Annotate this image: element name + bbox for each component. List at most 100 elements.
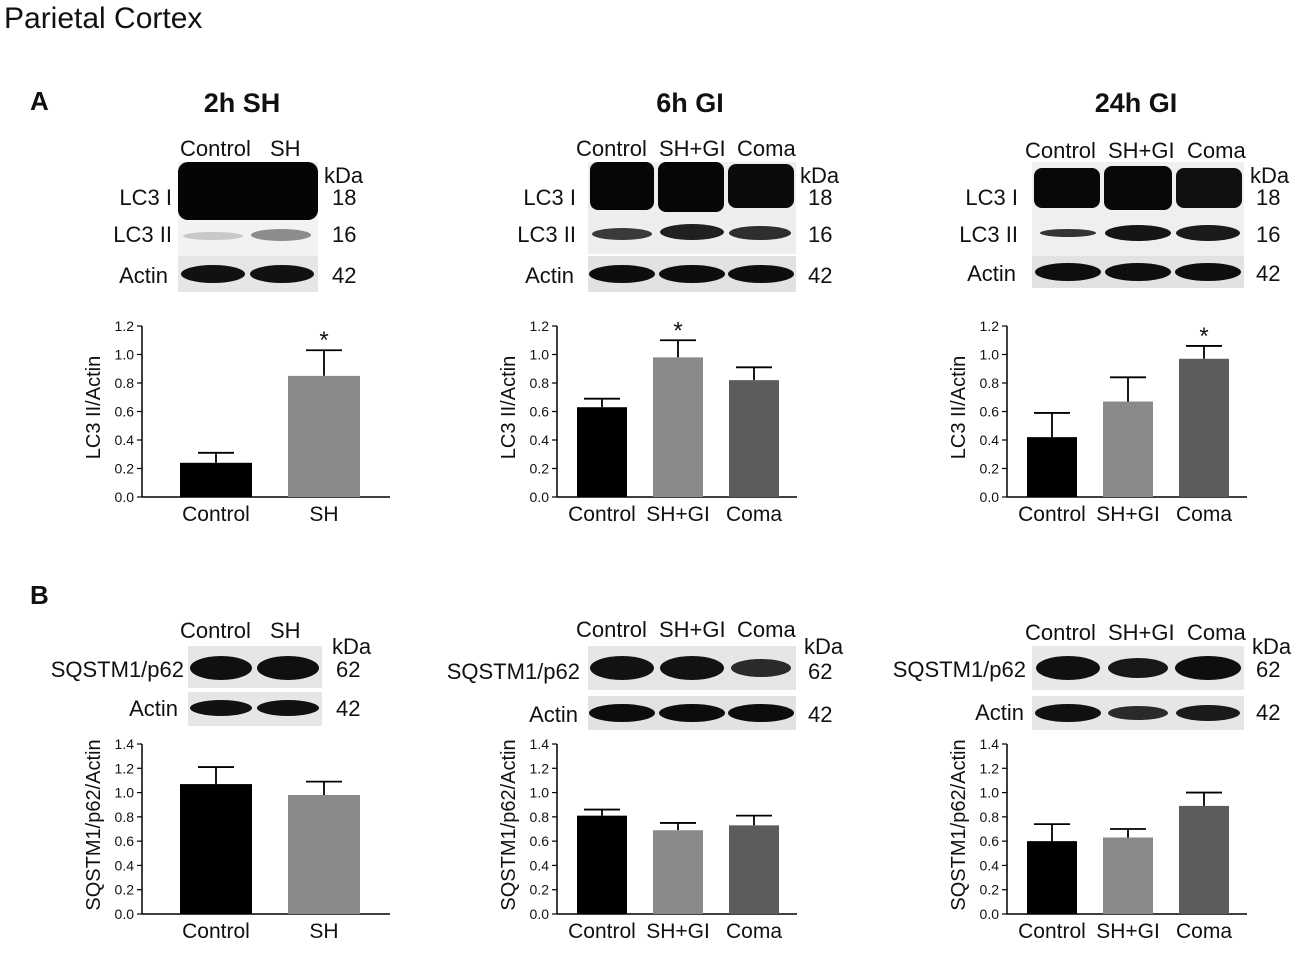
kda-header: kDa xyxy=(804,634,844,659)
kda-header: kDa xyxy=(332,634,372,659)
band-label: Actin xyxy=(975,700,1024,725)
lane-label: Coma xyxy=(1187,620,1246,645)
y-tick-label: 0.8 xyxy=(115,375,135,391)
kda-value: 62 xyxy=(808,659,833,684)
lane-label: Control xyxy=(576,617,647,642)
column-title-6h-gi: 6h GI xyxy=(656,88,724,118)
x-tick-label: SH+GI xyxy=(646,503,710,526)
y-tick-label: 0.0 xyxy=(980,906,1000,922)
band-label: LC3 II xyxy=(959,222,1018,247)
significance-marker: * xyxy=(319,327,328,354)
blot-image xyxy=(588,256,796,292)
blot-image xyxy=(178,256,318,292)
panel-label-a: A xyxy=(30,86,49,116)
y-tick-label: 0.6 xyxy=(980,404,1000,420)
kda-value: 42 xyxy=(808,702,833,727)
panel-label-b: B xyxy=(30,580,49,610)
blot-image xyxy=(588,646,796,690)
bar xyxy=(653,357,703,497)
lane-label: Control xyxy=(180,136,251,161)
bar xyxy=(1179,805,1229,914)
y-tick-label: 1.0 xyxy=(530,347,550,363)
significance-marker: * xyxy=(1199,323,1208,350)
y-tick-label: 0.2 xyxy=(115,461,135,477)
y-tick-label: 1.2 xyxy=(530,318,550,334)
bar xyxy=(1027,437,1077,497)
x-tick-label: SH+GI xyxy=(646,920,710,943)
band-label: Actin xyxy=(967,261,1016,286)
y-tick-label: 0.8 xyxy=(980,809,1000,825)
band-label: LC3 I xyxy=(965,185,1018,210)
significance-marker: * xyxy=(673,317,682,344)
blot-image xyxy=(188,646,322,688)
y-tick-label: 0.6 xyxy=(530,833,550,849)
bar-chart-lc3-6h-gi: 0.0 0.2 0.4 0.6 0.8 1.0 1.2 LC3 II/Actin Control… xyxy=(498,317,797,526)
blot-image xyxy=(178,162,318,258)
blot-image xyxy=(1032,162,1244,256)
y-tick-label: 0.0 xyxy=(530,906,550,922)
lane-label: SH+GI xyxy=(659,136,726,161)
bar xyxy=(729,825,779,914)
y-tick-label: 0.4 xyxy=(980,432,1000,448)
bar xyxy=(1179,358,1229,497)
band-label: Actin xyxy=(525,263,574,288)
bar-chart-lc3-2h-sh: 0.0 0.2 0.4 0.6 0.8 1.0 1.2 LC3 II/Actin Control… xyxy=(83,318,390,526)
y-tick-label: 0.2 xyxy=(980,882,1000,898)
y-tick-label: 0.4 xyxy=(530,432,550,448)
x-tick-label: Control xyxy=(1018,503,1086,526)
kda-value: 16 xyxy=(332,222,357,247)
kda-value: 42 xyxy=(808,263,833,288)
lane-label: Coma xyxy=(737,136,796,161)
band-label: SQSTM1/p62 xyxy=(50,657,184,682)
x-tick-label: SH xyxy=(309,503,338,526)
y-tick-label: 1.0 xyxy=(530,785,550,801)
band-label: LC3 II xyxy=(113,222,172,247)
kda-header: kDa xyxy=(324,163,364,188)
y-tick-label: 1.2 xyxy=(980,760,1000,776)
y-axis-label: LC3 II/Actin xyxy=(83,356,105,459)
kda-value: 62 xyxy=(336,657,361,682)
band-label: Actin xyxy=(129,696,178,721)
kda-value: 16 xyxy=(1256,222,1281,247)
x-tick-label: SH+GI xyxy=(1096,503,1160,526)
x-tick-label: Coma xyxy=(726,920,782,943)
bar xyxy=(288,375,360,497)
y-tick-label: 0.8 xyxy=(530,809,550,825)
kda-header: kDa xyxy=(800,163,840,188)
band-label: LC3 I xyxy=(523,185,576,210)
bar-chart-lc3-24h-gi: 0.0 0.2 0.4 0.6 0.8 1.0 1.2 LC3 II/Actin Control… xyxy=(948,318,1247,526)
blot-image xyxy=(1032,256,1244,288)
x-tick-label: Control xyxy=(1018,920,1086,943)
y-tick-label: 0.6 xyxy=(115,833,135,849)
bar xyxy=(653,830,703,914)
lane-label: SH+GI xyxy=(659,617,726,642)
blot-image xyxy=(188,692,322,726)
y-tick-label: 1.2 xyxy=(530,760,550,776)
y-tick-label: 0.8 xyxy=(530,375,550,391)
lane-label: SH+GI xyxy=(1108,138,1175,163)
y-tick-label: 0.0 xyxy=(530,489,550,505)
y-tick-label: 1.4 xyxy=(980,736,1000,752)
x-tick-label: SH+GI xyxy=(1096,920,1160,943)
bar xyxy=(577,815,627,914)
blot-image xyxy=(1032,696,1244,730)
kda-header: kDa xyxy=(1252,634,1292,659)
y-axis-label: SQSTM1/p62/Actin xyxy=(83,739,105,910)
bar xyxy=(1027,841,1077,914)
bar xyxy=(729,380,779,497)
y-axis-label: LC3 II/Actin xyxy=(948,356,970,459)
y-tick-label: 0.0 xyxy=(980,489,1000,505)
kda-value: 62 xyxy=(1256,657,1281,682)
x-tick-label: Coma xyxy=(726,503,782,526)
band-label: LC3 II xyxy=(517,222,576,247)
x-tick-label: Control xyxy=(568,503,636,526)
column-title-2h-sh: 2h SH xyxy=(203,88,281,118)
lane-label: Control xyxy=(1025,620,1096,645)
kda-value: 42 xyxy=(336,696,361,721)
band-label: Actin xyxy=(529,702,578,727)
kda-value: 42 xyxy=(1256,700,1281,725)
y-tick-label: 1.0 xyxy=(115,785,135,801)
y-tick-label: 1.4 xyxy=(530,736,550,752)
y-tick-label: 0.0 xyxy=(115,489,135,505)
x-tick-label: Control xyxy=(568,920,636,943)
